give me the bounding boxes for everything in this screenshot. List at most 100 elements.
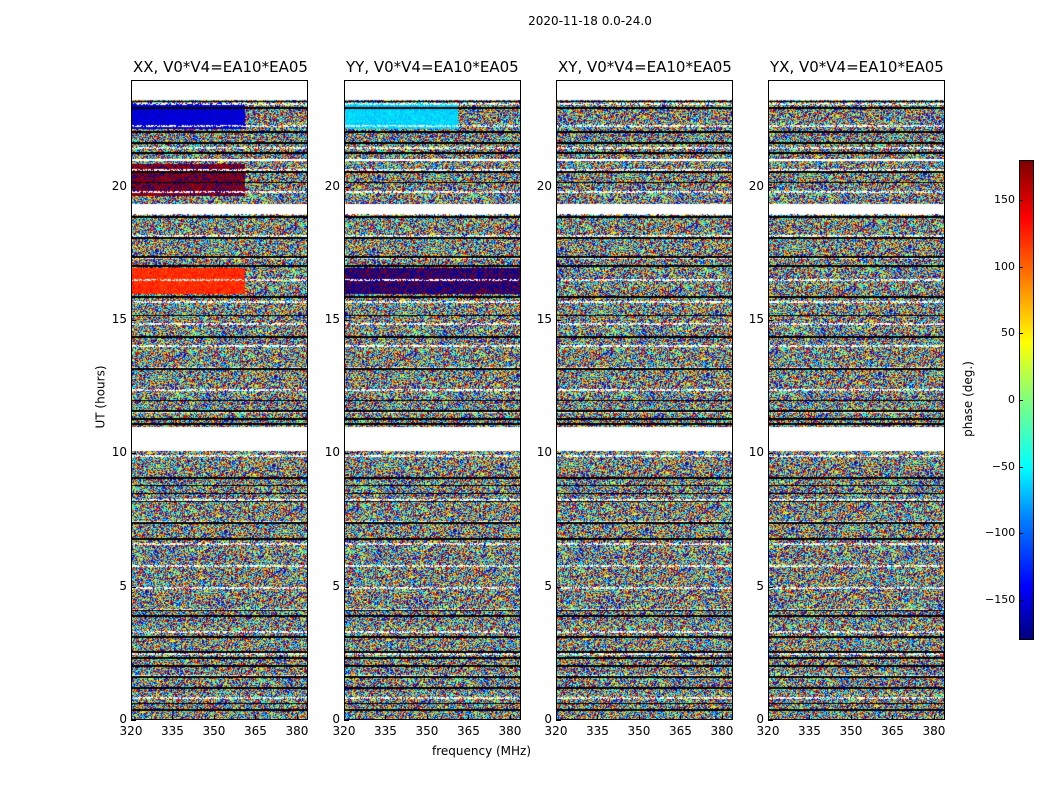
ytick-label: 20 [324,178,340,193]
ytick-mark [344,586,349,588]
xtick-mark [426,715,428,720]
xtick-label: 380 [498,724,522,738]
xtick-mark [597,715,599,720]
ytick-mark [131,720,136,721]
ytick-label: 5 [756,578,764,593]
xtick-mark [509,715,511,720]
panel-title-xy: XY, V0*V4=EA10*EA05 [558,58,732,76]
ytick-label: 0 [544,712,552,726]
x-axis-label: frequency (MHz) [432,744,532,758]
colorbar-tick-mark [1019,266,1023,268]
xtick-label: 365 [244,724,267,738]
xtick-mark [721,715,723,720]
xtick-mark [680,715,682,720]
xtick-mark [892,715,894,720]
xtick-mark [556,715,557,720]
ytick-mark [344,720,349,721]
colorbar-tick-mark [1019,200,1023,201]
xtick-label: 350 [627,724,651,738]
xtick-mark [385,715,387,720]
xtick-mark [850,715,852,720]
ytick-label: 0 [119,712,127,726]
xtick-label: 365 [457,724,480,738]
ytick-mark [131,186,136,188]
ytick-mark [768,453,773,455]
panel-title-xx: XX, V0*V4=EA10*EA05 [133,58,308,76]
ytick-label: 20 [748,178,764,193]
colorbar-tick-mark [1019,466,1023,468]
colorbar-tick-label: −150 [985,593,1016,606]
xtick-mark [809,715,811,720]
ytick-label: 10 [111,445,127,460]
xtick-label: 335 [798,724,821,738]
colorbar-tick-mark [1019,400,1023,401]
ytick-mark [768,186,773,188]
colorbar-tick-mark [1019,533,1023,535]
ytick-mark [131,320,136,321]
ytick-mark [344,453,349,455]
ytick-label: 15 [111,312,127,326]
xtick-mark [255,715,257,720]
ytick-label: 5 [544,578,552,593]
colorbar-tick-label: 100 [994,259,1015,273]
xtick-mark [768,715,769,720]
heatmap-canvas-yy [345,81,520,719]
ytick-mark [556,586,561,588]
figure-title: 2020-11-18 0.0-24.0 [528,14,652,28]
xtick-label: 350 [202,724,226,738]
panel-title-yy: YY, V0*V4=EA10*EA05 [346,58,519,76]
xtick-label: 350 [839,724,863,738]
xtick-label: 320 [544,724,568,738]
heatmap-canvas-yx [769,81,944,719]
xtick-label: 335 [374,724,397,738]
xtick-mark [213,715,215,720]
ytick-label: 15 [324,312,340,326]
xtick-mark [638,715,640,720]
ytick-mark [131,453,136,455]
y-axis-label: UT (hours) [93,365,108,429]
heatmap-canvas-xx [132,81,307,719]
colorbar-tick-mark [1019,333,1023,335]
ytick-label: 15 [748,312,764,326]
ytick-mark [768,586,773,588]
colorbar-tick-label: −50 [991,459,1015,473]
xtick-label: 320 [332,724,356,738]
xtick-label: 380 [922,724,946,738]
xtick-label: 350 [415,724,439,738]
ytick-mark [556,453,561,455]
ytick-mark [131,586,136,588]
ytick-label: 10 [324,445,340,460]
xtick-mark [172,715,174,720]
panel-title-yx: YX, V0*V4=EA10*EA05 [770,58,944,76]
ytick-label: 5 [119,578,127,593]
ytick-label: 5 [332,578,340,593]
ytick-label: 0 [332,712,340,726]
colorbar-tick-label: 150 [994,193,1015,206]
ytick-label: 15 [536,312,552,326]
ytick-label: 10 [536,445,552,460]
colorbar-tick-label: 50 [1001,326,1015,340]
heatmap-panel-yy [344,80,521,720]
ytick-mark [768,720,773,721]
xtick-label: 365 [669,724,692,738]
xtick-label: 365 [881,724,904,738]
colorbar-tick-mark [1019,600,1023,601]
xtick-label: 320 [119,724,143,738]
xtick-label: 335 [586,724,609,738]
colorbar-tick-label: 0 [1008,393,1015,406]
ytick-label: 10 [748,445,764,460]
xtick-label: 320 [756,724,780,738]
ytick-mark [344,320,349,321]
ytick-mark [556,320,561,321]
ytick-label: 0 [756,712,764,726]
heatmap-canvas-xy [557,81,732,719]
xtick-mark [344,715,345,720]
xtick-mark [468,715,470,720]
ytick-label: 20 [536,178,552,193]
ytick-mark [556,186,561,188]
colorbar-label: phase (deg.) [960,361,975,437]
ytick-mark [556,720,561,721]
xtick-mark [131,715,132,720]
xtick-label: 380 [285,724,309,738]
heatmap-panel-xy [556,80,733,720]
